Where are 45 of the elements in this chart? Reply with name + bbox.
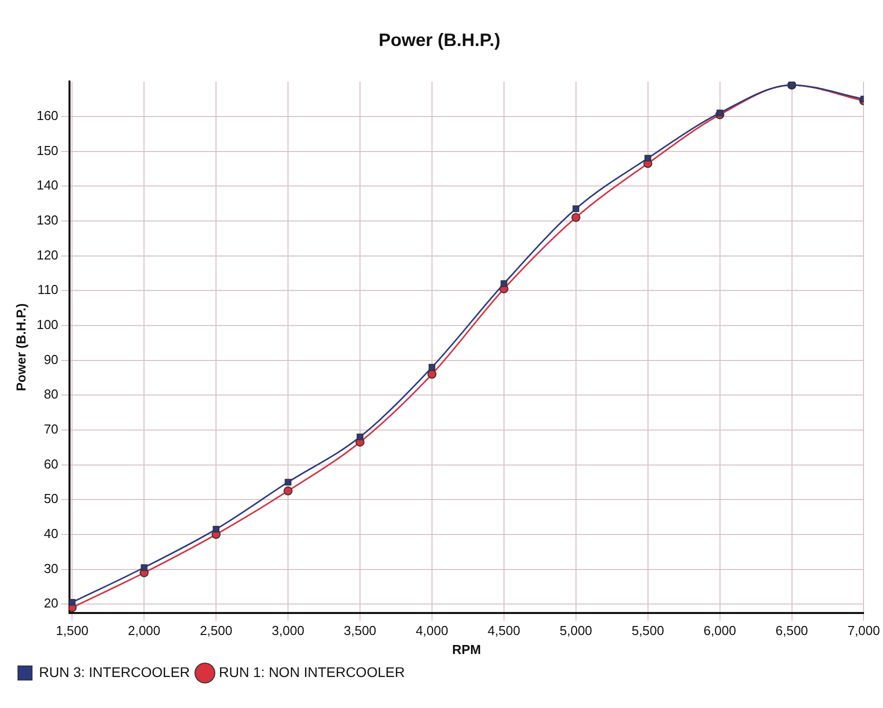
y-tick-label: 160 — [36, 108, 58, 124]
x-tick-label: 1,500 — [56, 623, 88, 638]
x-tick-label: 6,000 — [704, 623, 736, 638]
point — [571, 212, 580, 222]
y-tick-label: 90 — [44, 352, 58, 367]
y-tick-label: 30 — [44, 560, 58, 576]
y-tick-label: 100 — [36, 317, 58, 332]
x-axis-title: RPM — [452, 642, 481, 657]
y-axis-title: Power (B.H.P.) — [13, 303, 28, 392]
point — [500, 280, 508, 287]
point — [284, 486, 293, 496]
legend-label: RUN 1: NON INTERCOOLER — [218, 664, 405, 680]
x-tick-label: 3,500 — [344, 623, 376, 638]
y-tick-label: 130 — [36, 212, 58, 228]
x-tick-label: 2,000 — [128, 623, 160, 638]
point — [140, 564, 148, 571]
y-tick-label: 150 — [36, 142, 58, 158]
x-tick-label: 4,500 — [488, 623, 520, 638]
chart-title: Power (B.H.P.) — [378, 30, 500, 50]
x-tick-label: 3,000 — [272, 623, 304, 638]
legend-label: RUN 3: INTERCOOLER — [39, 664, 190, 680]
point — [356, 434, 364, 440]
y-tick-label: 120 — [36, 247, 58, 262]
point — [428, 364, 436, 371]
x-tick-label: 4,000 — [416, 623, 448, 638]
point — [644, 154, 652, 162]
point — [427, 370, 436, 379]
y-tick-label: 20 — [44, 596, 58, 611]
y-tick-label: 140 — [36, 178, 58, 193]
y-tick-label: 70 — [44, 422, 58, 437]
x-tick-label: 2,500 — [200, 623, 232, 638]
y-tick-label: 110 — [38, 282, 58, 298]
y-tick-label: 80 — [44, 386, 58, 402]
x-tick-label: 5,500 — [632, 623, 664, 638]
point — [716, 110, 724, 116]
point — [212, 526, 220, 533]
y-tick-label: 40 — [44, 526, 58, 542]
point — [572, 205, 580, 212]
y-tick-label: 50 — [44, 491, 58, 506]
x-tick-label: 6,500 — [776, 623, 808, 638]
y-tick-label: 60 — [44, 456, 58, 472]
point — [69, 599, 76, 606]
point — [284, 478, 292, 486]
x-tick-label: 5,000 — [560, 623, 592, 638]
x-tick-label: 7,000 — [847, 623, 880, 638]
